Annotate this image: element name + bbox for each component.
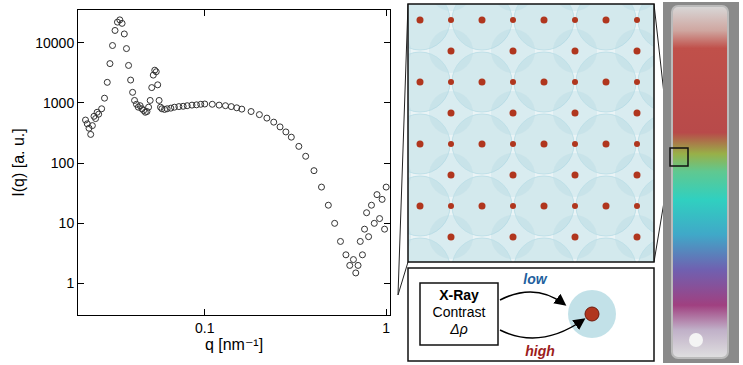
svg-text:1: 1 (382, 320, 390, 336)
svg-text:Δρ: Δρ (449, 321, 467, 337)
svg-text:0.1: 0.1 (195, 320, 215, 336)
svg-text:X-Ray: X-Ray (439, 287, 479, 303)
svg-text:1000: 1000 (43, 95, 74, 111)
svg-text:Contrast: Contrast (433, 304, 486, 320)
svg-text:low: low (523, 271, 547, 287)
svg-text:10: 10 (59, 215, 75, 231)
svg-text:I(q) [a. u.]: I(q) [a. u.] (10, 128, 27, 196)
svg-text:1: 1 (66, 275, 74, 291)
svg-text:q [nm⁻¹]: q [nm⁻¹] (205, 336, 263, 353)
svg-text:10000: 10000 (35, 35, 74, 51)
svg-text:100: 100 (51, 155, 75, 171)
svg-text:high: high (525, 343, 555, 359)
